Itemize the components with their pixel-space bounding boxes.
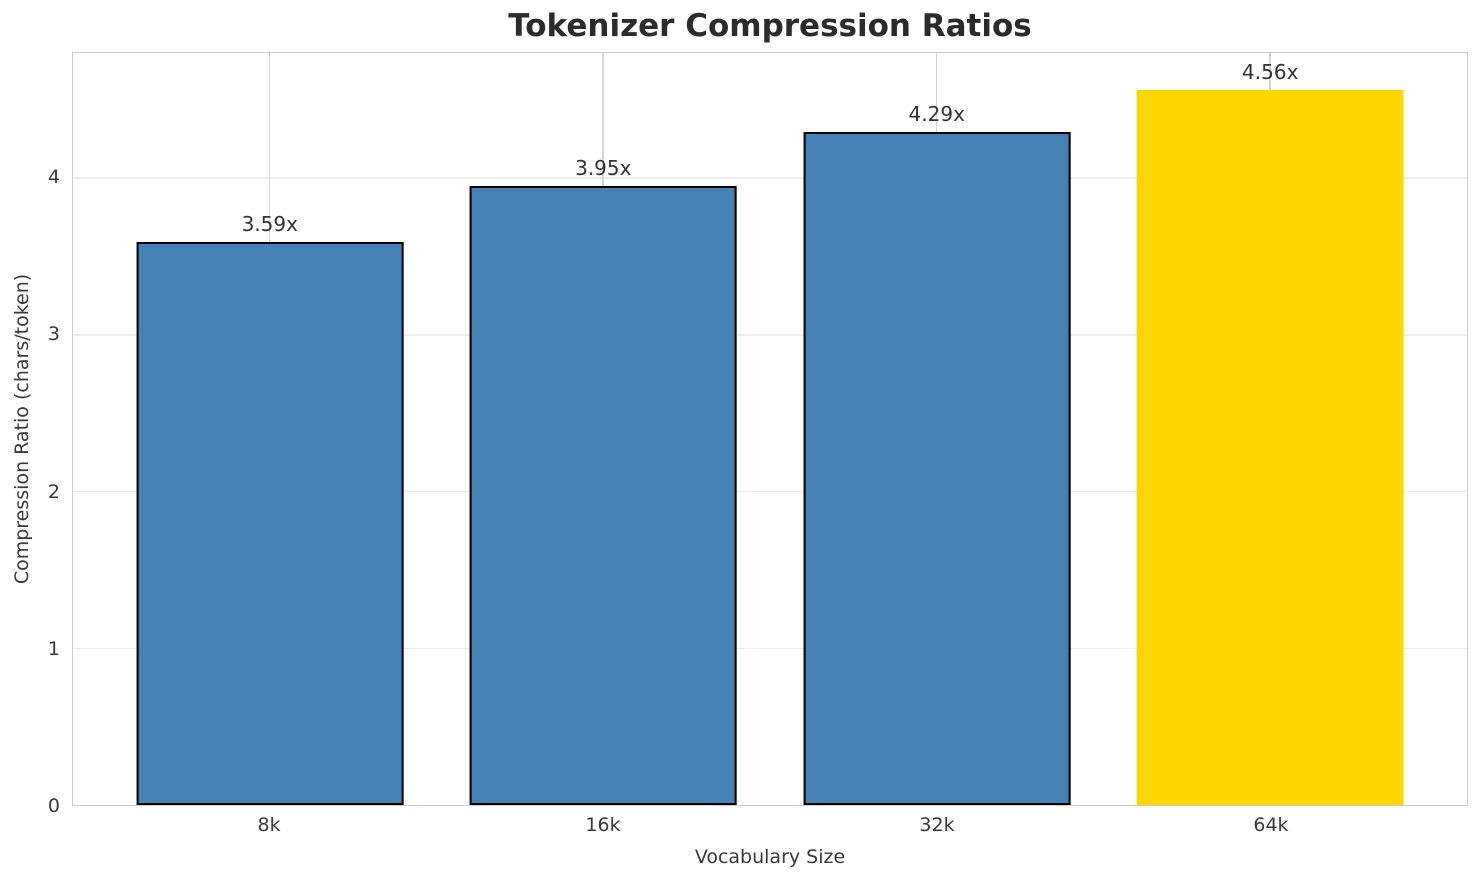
- y-tick-label-2: 2: [47, 480, 60, 503]
- bar-value-label: 4.56x: [1242, 59, 1299, 84]
- bar-value-label: 4.29x: [908, 102, 965, 127]
- y-tick-label-1: 1: [47, 637, 60, 660]
- gridline-horizontal: [73, 647, 1467, 650]
- x-axis-ticks: 8k 16k 32k 64k: [72, 814, 1468, 840]
- bar-value-label: 3.59x: [241, 211, 298, 236]
- x-tick-label-32k: 32k: [919, 814, 955, 836]
- y-tick-label-3: 3: [47, 323, 60, 346]
- x-tick-label-8k: 8k: [257, 814, 281, 836]
- bar-value-label: 3.95x: [575, 155, 632, 180]
- gridline-horizontal: [73, 334, 1467, 336]
- x-axis-label: Vocabulary Size: [694, 846, 846, 868]
- x-tick-label-64k: 64k: [1253, 814, 1289, 836]
- bar-8k: [136, 241, 404, 805]
- chart-title: Tokenizer Compression Ratios: [508, 8, 1032, 44]
- y-tick-label-4: 4: [47, 166, 60, 188]
- x-tick-label-16k: 16k: [585, 814, 621, 836]
- y-axis-label: Compression Ratio (chars/token): [11, 273, 33, 585]
- bar-32k: [803, 132, 1071, 805]
- plot-area: 3.59x 3.95x 4.29x 4.56x: [72, 52, 1468, 806]
- bar-64k: [1136, 89, 1404, 805]
- y-tick-label-0: 0: [47, 795, 60, 817]
- gridline-horizontal: [73, 177, 1467, 179]
- y-axis-ticks: 0 1 2 3 4: [0, 52, 60, 817]
- bar-16k: [469, 185, 737, 805]
- gridline-horizontal: [73, 490, 1467, 493]
